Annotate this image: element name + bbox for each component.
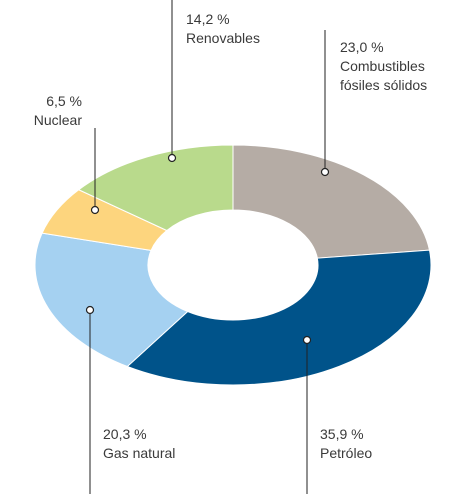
slice-label: 14,2 % Renovables <box>186 10 306 48</box>
value-label: 14,2 % <box>186 11 230 27</box>
category-label: Combustibles fósiles sólidos <box>340 58 428 93</box>
category-label: Nuclear <box>33 112 82 128</box>
leader-dot <box>167 153 177 163</box>
slice <box>77 144 234 232</box>
value-label: 35,9 % <box>320 426 364 442</box>
category-label: Gas natural <box>103 445 176 461</box>
slice-label: 35,9 % Petróleo <box>320 425 440 463</box>
category-label: Renovables <box>186 30 260 46</box>
slice-label: 23,0 % Combustibles fósiles sólidos <box>340 38 457 95</box>
value-label: 23,0 % <box>340 39 384 55</box>
category-label: Petróleo <box>320 445 373 461</box>
slice-label: 20,3 % Gas natural <box>103 425 223 463</box>
leader-dot <box>302 335 312 345</box>
leader-dot <box>85 305 95 315</box>
slice <box>34 232 189 368</box>
leader-dot <box>90 205 100 215</box>
slice <box>232 144 431 259</box>
value-label: 6,5 % <box>46 93 82 109</box>
slice <box>126 249 432 386</box>
leader-dot <box>320 167 330 177</box>
value-label: 20,3 % <box>103 426 147 442</box>
slice-label: 6,5 % Nuclear <box>0 92 82 130</box>
